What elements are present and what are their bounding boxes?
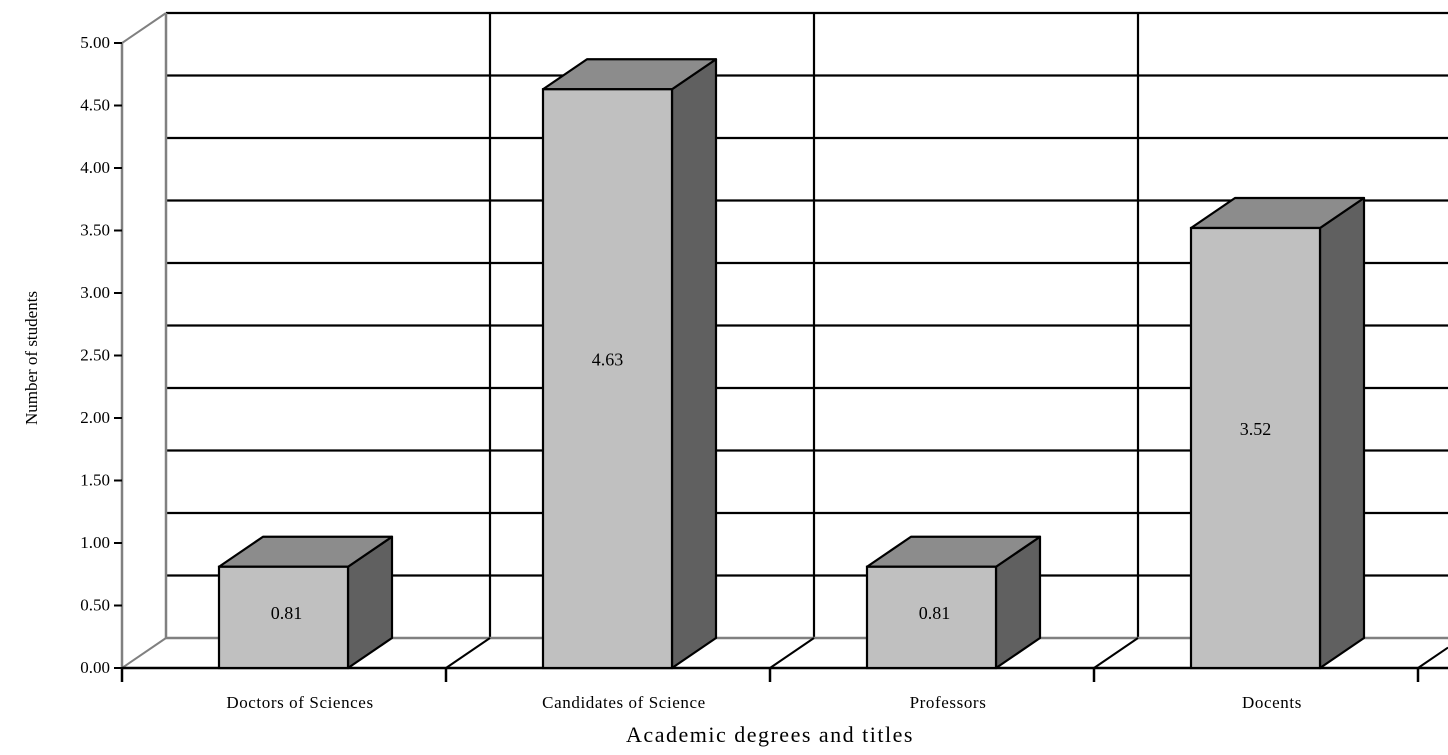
bar-front — [217, 565, 350, 670]
x-tick-label: Professors — [910, 693, 987, 712]
bar-front — [1189, 226, 1322, 670]
floor-left-edge — [121, 637, 167, 669]
y-tick-label: 3.50 — [80, 221, 110, 240]
floor-divider — [1417, 646, 1448, 669]
bar-side — [670, 58, 718, 670]
gridlines — [166, 11, 1448, 638]
floor-divider — [445, 637, 491, 669]
x-tick-label: Doctors of Sciences — [226, 693, 373, 712]
x-tick-label: Candidates of Science — [542, 693, 706, 712]
bar — [865, 535, 1042, 670]
wall-top-edge — [121, 12, 167, 44]
y-tick-label: 5.00 — [80, 33, 110, 52]
data-label: 4.63 — [592, 350, 624, 370]
bar-side — [1318, 196, 1366, 670]
labels: 0.81 4.63 0.81 3.52 — [271, 350, 1272, 623]
y-tick-label: 1.00 — [80, 533, 110, 552]
bar-front — [541, 88, 674, 670]
y-tick-label: 0.00 — [80, 658, 110, 677]
y-tick-label: 2.00 — [80, 408, 110, 427]
y-tick-label: 0.50 — [80, 596, 110, 615]
floor-divider — [1093, 637, 1139, 669]
x-axis: Doctors of Sciences Candidates of Science… — [120, 637, 1448, 712]
x-axis-title: Academic degrees and titles — [626, 722, 914, 747]
bar — [1189, 196, 1366, 670]
data-label: 0.81 — [271, 603, 303, 623]
y-tick-label: 1.50 — [80, 471, 110, 490]
y-tick-label: 2.50 — [80, 346, 110, 365]
bar-front — [865, 565, 998, 670]
bar — [217, 535, 394, 670]
y-tick-label: 3.00 — [80, 283, 110, 302]
y-tick-label: 4.50 — [80, 96, 110, 115]
x-tick-label: Docents — [1242, 693, 1302, 712]
data-label: 3.52 — [1240, 419, 1272, 439]
y-axis: 0.00 0.50 1.00 1.50 2.00 2.50 3.00 3.50 4.00 4.50… — [80, 33, 124, 677]
bar — [541, 58, 718, 670]
y-tick-label: 4.00 — [80, 158, 110, 177]
bars — [217, 58, 1366, 670]
floor-divider — [769, 637, 815, 669]
data-label: 0.81 — [919, 603, 951, 623]
y-axis-title: Number of students — [22, 291, 41, 425]
